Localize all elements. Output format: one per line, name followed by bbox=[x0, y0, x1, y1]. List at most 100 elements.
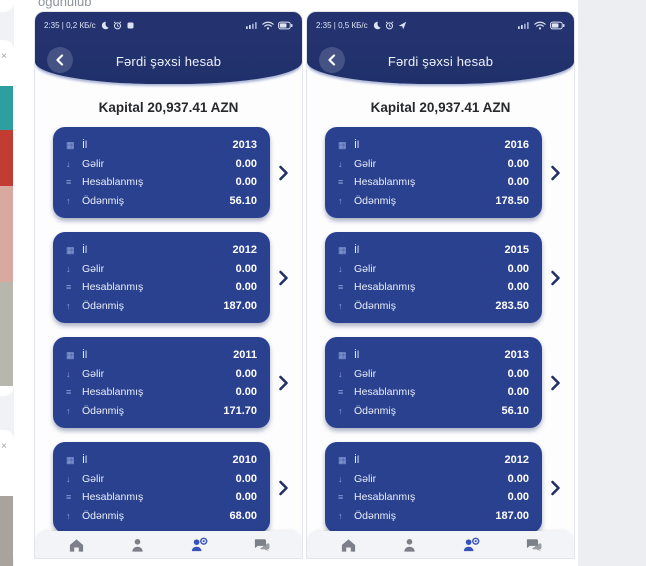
card-row: ↓ Gəlir 0.00 bbox=[66, 155, 257, 174]
year-card-row: ▦ İl 2013 ↓ Gəlir 0.00 ≡ Hesablanmış 0.00 ↑ Ödənmi… bbox=[325, 337, 568, 428]
home-icon[interactable] bbox=[340, 537, 357, 553]
calendar-icon: ▦ bbox=[66, 139, 75, 150]
signal-icon bbox=[246, 21, 258, 30]
chevron-right-icon[interactable] bbox=[270, 375, 296, 391]
year-card-row: ▦ İl 2015 ↓ Gəlir 0.00 ≡ Hesablanmış 0.00 ↑ Ödənmi… bbox=[325, 232, 568, 323]
row-label: Hesablanmış bbox=[354, 281, 416, 294]
page-title: Fərdi şəxsi hesab bbox=[115, 53, 222, 69]
calculated-icon: ≡ bbox=[338, 492, 344, 503]
screen-record-icon bbox=[126, 21, 135, 30]
card-row: ≡ Hesablanmış 0.00 bbox=[338, 173, 529, 192]
thumbnail-image bbox=[0, 496, 13, 566]
chevron-right-icon[interactable] bbox=[270, 165, 296, 181]
moon-icon bbox=[372, 21, 381, 30]
app-header: Fərdi şəxsi hesab bbox=[35, 38, 302, 84]
alarm-icon bbox=[385, 20, 394, 30]
calculated-icon: ≡ bbox=[66, 282, 72, 293]
card-row: ▦ İl 2013 bbox=[338, 346, 529, 365]
row-label: İl bbox=[354, 244, 360, 257]
paid-icon: ↑ bbox=[338, 300, 343, 311]
year-card-row: ▦ İl 2010 ↓ Gəlir 0.00 ≡ Hesablanmış 0.00 ↑ Ödənmi… bbox=[53, 442, 296, 533]
card-row: ↑ Ödənmiş 56.10 bbox=[66, 192, 257, 211]
row-value: 0.00 bbox=[235, 386, 257, 399]
income-icon: ↓ bbox=[338, 473, 343, 484]
close-icon[interactable]: × bbox=[1, 441, 7, 452]
battery-icon bbox=[278, 21, 293, 30]
chevron-right-icon[interactable] bbox=[542, 480, 568, 496]
year-card-row: ▦ İl 2011 ↓ Gəlir 0.00 ≡ Hesablanmış 0.00 ↑ Ödənmi… bbox=[53, 337, 296, 428]
chevron-right-icon[interactable] bbox=[270, 270, 296, 286]
services-icon[interactable] bbox=[190, 537, 208, 553]
row-label: Ödənmiş bbox=[354, 404, 397, 417]
close-icon[interactable]: × bbox=[1, 51, 7, 62]
clipped-caption: oğunulub bbox=[38, 0, 92, 9]
row-value: 56.10 bbox=[501, 404, 529, 417]
chat-icon[interactable] bbox=[525, 537, 542, 552]
year-card[interactable]: ▦ İl 2015 ↓ Gəlir 0.00 ≡ Hesablanmış 0.00 ↑ Ödənmi… bbox=[325, 232, 542, 323]
calendar-icon: ▦ bbox=[338, 349, 347, 360]
back-button[interactable] bbox=[47, 47, 73, 73]
profile-icon[interactable] bbox=[130, 537, 145, 553]
calculated-icon: ≡ bbox=[66, 177, 72, 188]
card-row: ↑ Ödənmiş 187.00 bbox=[338, 507, 529, 526]
year-card[interactable]: ▦ İl 2016 ↓ Gəlir 0.00 ≡ Hesablanmış 0.00 ↑ Ödənmi… bbox=[325, 127, 542, 218]
alarm-icon bbox=[113, 20, 122, 30]
year-card[interactable]: ▦ İl 2012 ↓ Gəlir 0.00 ≡ Hesablanmış 0.00 ↑ Ödənmi… bbox=[53, 232, 270, 323]
send-icon bbox=[398, 21, 407, 30]
screenshot-phone-left: 2:35 | 0,2 КБ/с Fərdi şəxsi hesab Kapita… bbox=[35, 12, 302, 558]
card-row: ↑ Ödənmiş 68.00 bbox=[66, 507, 257, 526]
card-row: ↑ Ödənmiş 56.10 bbox=[338, 402, 529, 421]
income-icon: ↓ bbox=[66, 473, 71, 484]
row-label: Hesablanmış bbox=[82, 281, 144, 294]
row-value: 0.00 bbox=[507, 386, 529, 399]
row-value: 0.00 bbox=[507, 262, 529, 275]
card-row: ▦ İl 2015 bbox=[338, 241, 529, 260]
feed-card-fragment bbox=[0, 0, 14, 12]
row-value: 0.00 bbox=[235, 367, 257, 380]
back-button[interactable] bbox=[319, 47, 345, 73]
row-label: İl bbox=[82, 349, 88, 362]
row-label: Gəlir bbox=[82, 157, 105, 170]
card-row: ≡ Hesablanmış 0.00 bbox=[66, 173, 257, 192]
row-label: Ödənmiş bbox=[82, 404, 125, 417]
chevron-right-icon[interactable] bbox=[542, 375, 568, 391]
paid-icon: ↑ bbox=[66, 300, 71, 311]
card-row: ↑ Ödənmiş 171.70 bbox=[66, 402, 257, 421]
card-row: ▦ İl 2012 bbox=[66, 241, 257, 260]
chevron-right-icon[interactable] bbox=[542, 270, 568, 286]
services-icon[interactable] bbox=[462, 537, 480, 553]
row-value: 283.50 bbox=[495, 299, 529, 312]
calculated-icon: ≡ bbox=[66, 387, 72, 398]
status-bar: 2:35 | 0,2 КБ/с bbox=[35, 12, 302, 38]
row-label: Ödənmiş bbox=[82, 194, 125, 207]
row-value: 2013 bbox=[504, 349, 529, 362]
row-label: İl bbox=[354, 349, 360, 362]
chevron-right-icon[interactable] bbox=[270, 480, 296, 496]
calendar-icon: ▦ bbox=[338, 454, 347, 465]
status-bar: 2:35 | 0,5 КБ/с bbox=[307, 12, 574, 38]
chevron-right-icon[interactable] bbox=[542, 165, 568, 181]
row-label: İl bbox=[82, 244, 88, 257]
calculated-icon: ≡ bbox=[338, 282, 344, 293]
row-label: Gəlir bbox=[82, 262, 105, 275]
row-value: 0.00 bbox=[235, 176, 257, 189]
profile-icon[interactable] bbox=[402, 537, 417, 553]
year-card[interactable]: ▦ İl 2013 ↓ Gəlir 0.00 ≡ Hesablanmış 0.00 ↑ Ödənmi… bbox=[325, 337, 542, 428]
card-row: ≡ Hesablanmış 0.00 bbox=[338, 278, 529, 297]
card-row: ↓ Gəlir 0.00 bbox=[66, 470, 257, 489]
chat-icon[interactable] bbox=[253, 537, 270, 552]
status-time-speed: 2:35 | 0,2 КБ/с bbox=[44, 20, 96, 30]
status-time-speed: 2:35 | 0,5 КБ/с bbox=[316, 20, 368, 30]
income-icon: ↓ bbox=[66, 158, 71, 169]
year-card[interactable]: ▦ İl 2013 ↓ Gəlir 0.00 ≡ Hesablanmış 0.00 ↑ Ödənmi… bbox=[53, 127, 270, 218]
year-card[interactable]: ▦ İl 2010 ↓ Gəlir 0.00 ≡ Hesablanmış 0.00 ↑ Ödənmi… bbox=[53, 442, 270, 533]
card-row: ≡ Hesablanmış 0.00 bbox=[338, 383, 529, 402]
income-icon: ↓ bbox=[66, 263, 71, 274]
app-header: Fərdi şəxsi hesab bbox=[307, 38, 574, 84]
year-card[interactable]: ▦ İl 2012 ↓ Gəlir 0.00 ≡ Hesablanmış 0.00 ↑ Ödənmi… bbox=[325, 442, 542, 533]
calculated-icon: ≡ bbox=[66, 492, 72, 503]
home-icon[interactable] bbox=[68, 537, 85, 553]
row-value: 0.00 bbox=[507, 472, 529, 485]
calendar-icon: ▦ bbox=[66, 244, 75, 255]
year-card[interactable]: ▦ İl 2011 ↓ Gəlir 0.00 ≡ Hesablanmış 0.00 ↑ Ödənmi… bbox=[53, 337, 270, 428]
